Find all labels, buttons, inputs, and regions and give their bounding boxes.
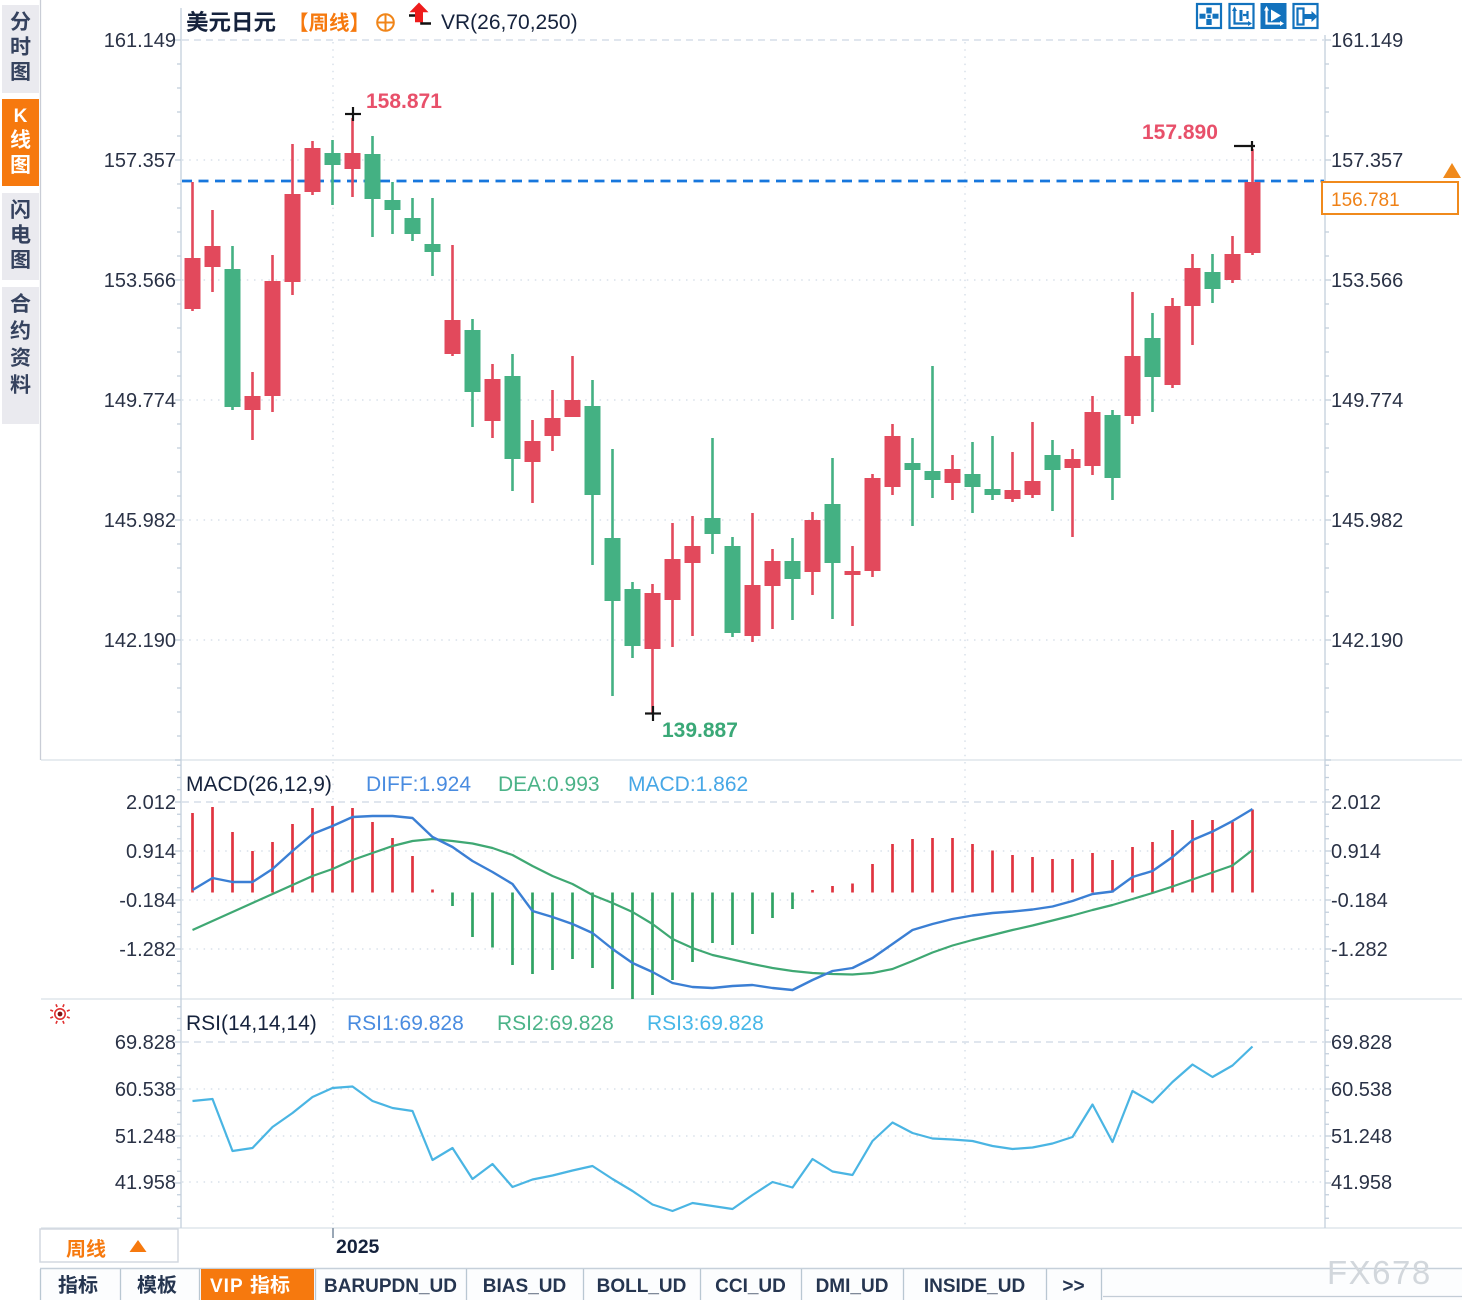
svg-text:DIFF:1.924: DIFF:1.924 <box>366 773 471 796</box>
svg-text:2.012: 2.012 <box>126 792 176 814</box>
svg-text:-1.282: -1.282 <box>119 939 176 961</box>
svg-text:RSI(14,14,14): RSI(14,14,14) <box>186 1012 317 1035</box>
svg-text:-0.184: -0.184 <box>1331 890 1388 912</box>
svg-text:0.914: 0.914 <box>126 841 176 863</box>
svg-text:157.357: 157.357 <box>1331 150 1403 172</box>
svg-text:145.982: 145.982 <box>1331 510 1403 532</box>
svg-text:VIP: VIP <box>210 1276 244 1297</box>
svg-text:MACD:1.862: MACD:1.862 <box>628 773 748 796</box>
svg-text:CCI_UD: CCI_UD <box>715 1276 786 1297</box>
svg-text:>>: >> <box>1062 1276 1084 1297</box>
svg-text:-0.184: -0.184 <box>119 890 176 912</box>
svg-text:139.887: 139.887 <box>662 719 738 742</box>
svg-text:153.566: 153.566 <box>1331 270 1403 292</box>
svg-text:51.248: 51.248 <box>115 1126 176 1148</box>
svg-text:51.248: 51.248 <box>1331 1126 1392 1148</box>
svg-text:158.871: 158.871 <box>366 90 442 113</box>
svg-text:-1.282: -1.282 <box>1331 939 1388 961</box>
svg-text:2.012: 2.012 <box>1331 792 1381 814</box>
svg-text:41.958: 41.958 <box>115 1172 176 1194</box>
svg-text:FX678: FX678 <box>1327 1254 1432 1291</box>
svg-text:0.914: 0.914 <box>1331 841 1381 863</box>
svg-text:60.538: 60.538 <box>1331 1079 1392 1101</box>
svg-text:K: K <box>14 106 28 127</box>
svg-text:BIAS_UD: BIAS_UD <box>483 1276 566 1297</box>
svg-text:149.774: 149.774 <box>104 390 176 412</box>
svg-text:INSIDE_UD: INSIDE_UD <box>924 1276 1025 1297</box>
svg-text:161.149: 161.149 <box>1331 30 1403 52</box>
svg-text:149.774: 149.774 <box>1331 390 1403 412</box>
svg-text:MACD(26,12,9): MACD(26,12,9) <box>186 773 332 796</box>
svg-text:142.190: 142.190 <box>104 630 176 652</box>
svg-text:RSI3:69.828: RSI3:69.828 <box>647 1012 764 1035</box>
svg-text:69.828: 69.828 <box>115 1032 176 1054</box>
svg-text:157.890: 157.890 <box>1142 121 1218 144</box>
svg-text:2025: 2025 <box>336 1236 380 1258</box>
svg-text:69.828: 69.828 <box>1331 1032 1392 1054</box>
svg-text:145.982: 145.982 <box>104 510 176 532</box>
svg-text:BARUPDN_UD: BARUPDN_UD <box>324 1276 457 1297</box>
svg-text:41.958: 41.958 <box>1331 1172 1392 1194</box>
svg-text:153.566: 153.566 <box>104 270 176 292</box>
svg-text:157.357: 157.357 <box>104 150 176 172</box>
svg-text:RSI1:69.828: RSI1:69.828 <box>347 1012 464 1035</box>
svg-text:60.538: 60.538 <box>115 1079 176 1101</box>
svg-text:VR(26,70,250): VR(26,70,250) <box>441 11 578 34</box>
svg-text:142.190: 142.190 <box>1331 630 1403 652</box>
svg-text:DMI_UD: DMI_UD <box>816 1276 889 1297</box>
svg-text:161.149: 161.149 <box>104 30 176 52</box>
svg-text:RSI2:69.828: RSI2:69.828 <box>497 1012 614 1035</box>
svg-text:DEA:0.993: DEA:0.993 <box>498 773 600 796</box>
svg-text:156.781: 156.781 <box>1331 190 1400 211</box>
svg-text:BOLL_UD: BOLL_UD <box>597 1276 687 1297</box>
